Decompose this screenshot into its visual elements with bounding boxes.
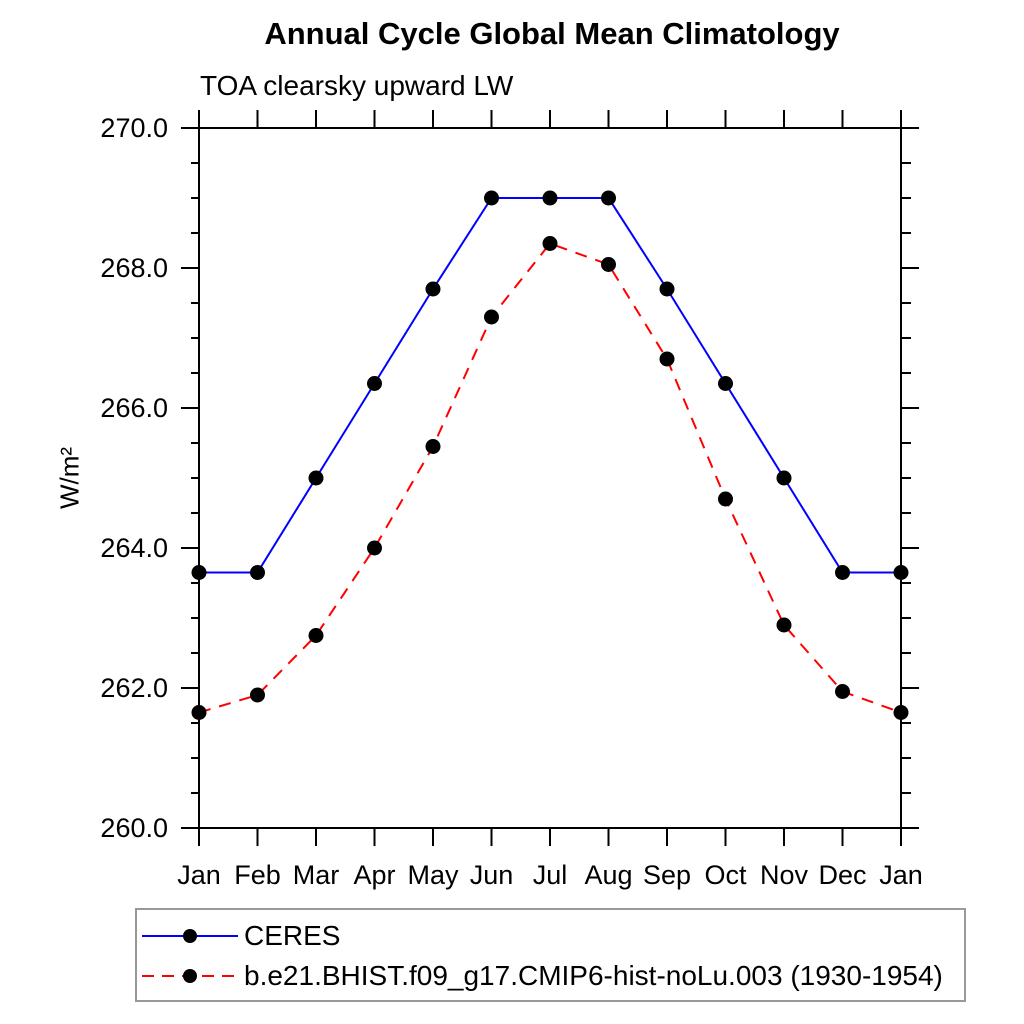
data-point-marker (191, 565, 207, 580)
data-point-marker (250, 565, 265, 580)
data-point-marker (484, 309, 499, 325)
y-tick-label: 268.0 (100, 253, 168, 283)
legend-label-ceres: CERES (244, 920, 341, 951)
legend-marker-icon (183, 969, 197, 983)
x-tick-label: Feb (234, 860, 281, 890)
data-point-marker (835, 565, 850, 580)
data-point-marker (484, 190, 499, 206)
data-point-marker (776, 617, 792, 633)
chart-title: Annual Cycle Global Mean Climatology (264, 16, 840, 51)
data-point-marker (250, 687, 265, 703)
data-point-marker (835, 684, 850, 699)
data-point-marker (308, 628, 324, 643)
chart-subtitle: TOA clearsky upward LW (200, 70, 514, 101)
legend-row-ceres: CERES (137, 916, 964, 956)
data-point-marker (542, 236, 558, 251)
legend-label-model: b.e21.BHIST.f09_g17.CMIP6-hist-noLu.003 … (244, 960, 943, 991)
series-line-model (198, 242, 902, 714)
x-tick-label: Sep (643, 860, 691, 890)
legend-line-sample-model (142, 969, 238, 983)
x-tick-label: Oct (704, 860, 747, 890)
data-point-marker (191, 705, 207, 720)
data-point-marker (542, 190, 558, 206)
y-tick-label: 264.0 (100, 533, 168, 563)
series-line-ceres (199, 197, 901, 574)
legend-marker-icon (183, 929, 197, 943)
x-tick-label: May (407, 860, 459, 890)
x-tick-label: Jul (533, 860, 568, 890)
data-point-marker (659, 281, 675, 297)
data-point-marker (776, 470, 792, 486)
data-point-marker (425, 281, 441, 297)
legend-row-model: b.e21.BHIST.f09_g17.CMIP6-hist-noLu.003 … (137, 956, 964, 996)
data-point-marker (893, 705, 909, 720)
x-tick-label: Dec (818, 860, 866, 890)
x-tick-label: Aug (584, 860, 632, 890)
data-point-marker (718, 376, 733, 391)
x-tick-label: Jun (470, 860, 514, 890)
x-tick-label: Mar (293, 860, 340, 890)
y-tick-label: 262.0 (100, 673, 168, 703)
plot-frame (198, 127, 902, 829)
y-tick-label: 270.0 (100, 113, 168, 143)
x-tick-label: Apr (353, 860, 395, 890)
data-point-marker (601, 257, 616, 272)
y-tick-label: 266.0 (100, 393, 168, 423)
x-tick-label: Jan (879, 860, 923, 890)
x-tick-label: Nov (760, 860, 809, 890)
data-point-marker (718, 491, 733, 507)
legend-line-sample-ceres (142, 929, 238, 943)
data-point-marker (308, 470, 324, 486)
data-point-marker (367, 376, 382, 391)
legend: CERES b.e21.BHIST.f09_g17.CMIP6-hist-noL… (135, 908, 966, 1002)
y-tick-label: 260.0 (100, 813, 168, 843)
x-tick-label: Jan (177, 860, 221, 890)
data-point-marker (659, 351, 675, 367)
data-point-marker (601, 190, 616, 206)
data-point-marker (425, 439, 441, 454)
data-point-marker (893, 565, 909, 580)
data-point-marker (367, 540, 382, 556)
